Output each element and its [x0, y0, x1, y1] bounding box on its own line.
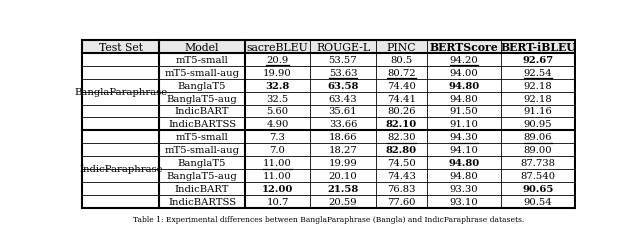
Text: Table 1: Experimental differences between BanglaParaphrase (Bangla) and IndicPar: Table 1: Experimental differences betwee…	[133, 215, 524, 224]
Text: 11.00: 11.00	[263, 158, 292, 167]
Text: 80.26: 80.26	[387, 107, 415, 116]
Text: BERTScore: BERTScore	[429, 42, 499, 53]
Text: 7.3: 7.3	[269, 133, 285, 142]
Text: BanglaT5: BanglaT5	[178, 81, 227, 90]
Text: 94.80: 94.80	[450, 94, 478, 103]
Text: 77.60: 77.60	[387, 197, 415, 206]
Text: 94.80: 94.80	[449, 158, 479, 167]
Text: 12.00: 12.00	[262, 184, 293, 193]
Text: ROUGE-L: ROUGE-L	[316, 42, 370, 52]
Text: 92.54: 92.54	[524, 69, 552, 77]
Text: 89.06: 89.06	[524, 133, 552, 142]
Text: 94.20: 94.20	[450, 56, 478, 65]
Text: mT5-small-aug: mT5-small-aug	[164, 146, 239, 154]
Text: 7.0: 7.0	[269, 146, 285, 154]
Bar	[83, 54, 575, 208]
Text: sacreBLEU: sacreBLEU	[246, 42, 308, 52]
Text: mT5-small-aug: mT5-small-aug	[164, 69, 239, 77]
Text: 18.27: 18.27	[328, 146, 357, 154]
Text: 94.00: 94.00	[450, 69, 478, 77]
Text: 94.80: 94.80	[449, 81, 479, 90]
Text: 5.60: 5.60	[266, 107, 289, 116]
Text: 74.41: 74.41	[387, 94, 416, 103]
Text: PINC: PINC	[387, 42, 416, 52]
Text: 90.65: 90.65	[522, 184, 554, 193]
Text: 87.540: 87.540	[520, 171, 556, 180]
Text: 74.50: 74.50	[387, 158, 416, 167]
Text: mT5-small: mT5-small	[175, 56, 228, 65]
Text: 19.99: 19.99	[328, 158, 357, 167]
Text: BERT-iBLEU: BERT-iBLEU	[500, 42, 576, 53]
Text: 80.5: 80.5	[390, 56, 412, 65]
Text: BanglaT5-aug: BanglaT5-aug	[166, 171, 237, 180]
Text: 92.18: 92.18	[524, 94, 552, 103]
Text: 53.63: 53.63	[329, 69, 357, 77]
Text: 33.66: 33.66	[329, 120, 357, 129]
Text: mT5-small: mT5-small	[175, 133, 228, 142]
Text: 94.30: 94.30	[450, 133, 478, 142]
Text: 93.10: 93.10	[450, 197, 478, 206]
Text: 89.00: 89.00	[524, 146, 552, 154]
Text: 19.90: 19.90	[263, 69, 292, 77]
Text: 21.58: 21.58	[327, 184, 358, 193]
Text: 92.67: 92.67	[522, 56, 554, 65]
Text: 80.72: 80.72	[387, 69, 415, 77]
Text: IndicBARTSS: IndicBARTSS	[168, 120, 236, 129]
Text: 20.10: 20.10	[328, 171, 357, 180]
Text: 4.90: 4.90	[266, 120, 289, 129]
Bar	[83, 41, 575, 54]
Text: 32.5: 32.5	[266, 94, 289, 103]
Text: IndicBARTSS: IndicBARTSS	[168, 197, 236, 206]
Text: 90.54: 90.54	[524, 197, 552, 206]
Text: BanglaT5: BanglaT5	[178, 158, 227, 167]
Text: IndicParaphrase: IndicParaphrase	[79, 165, 163, 174]
Text: 91.50: 91.50	[450, 107, 478, 116]
Text: 82.30: 82.30	[387, 133, 415, 142]
Text: 11.00: 11.00	[263, 171, 292, 180]
Text: 53.57: 53.57	[329, 56, 357, 65]
Text: 76.83: 76.83	[387, 184, 415, 193]
Text: 91.16: 91.16	[524, 107, 552, 116]
Text: 35.61: 35.61	[329, 107, 357, 116]
Text: 91.10: 91.10	[449, 120, 479, 129]
Text: 18.66: 18.66	[329, 133, 357, 142]
Text: 82.80: 82.80	[386, 146, 417, 154]
Text: 20.59: 20.59	[329, 197, 357, 206]
Text: IndicBART: IndicBART	[175, 107, 229, 116]
Text: IndicBART: IndicBART	[175, 184, 229, 193]
Text: 94.80: 94.80	[450, 171, 478, 180]
Text: 32.8: 32.8	[266, 81, 290, 90]
Text: BanglaParaphrase: BanglaParaphrase	[74, 88, 168, 97]
Text: 63.58: 63.58	[327, 81, 358, 90]
Text: 63.43: 63.43	[329, 94, 357, 103]
Text: 87.738: 87.738	[520, 158, 556, 167]
Text: 82.10: 82.10	[386, 120, 417, 129]
Text: Test Set: Test Set	[99, 42, 143, 52]
Text: 74.40: 74.40	[387, 81, 416, 90]
Text: 93.30: 93.30	[450, 184, 478, 193]
Text: 20.9: 20.9	[266, 56, 289, 65]
Text: 90.95: 90.95	[524, 120, 552, 129]
Text: 10.7: 10.7	[266, 197, 289, 206]
Text: 74.43: 74.43	[387, 171, 416, 180]
Text: Model: Model	[185, 42, 220, 52]
Text: 92.18: 92.18	[524, 81, 552, 90]
Text: BanglaT5-aug: BanglaT5-aug	[166, 94, 237, 103]
Text: 94.10: 94.10	[449, 146, 479, 154]
